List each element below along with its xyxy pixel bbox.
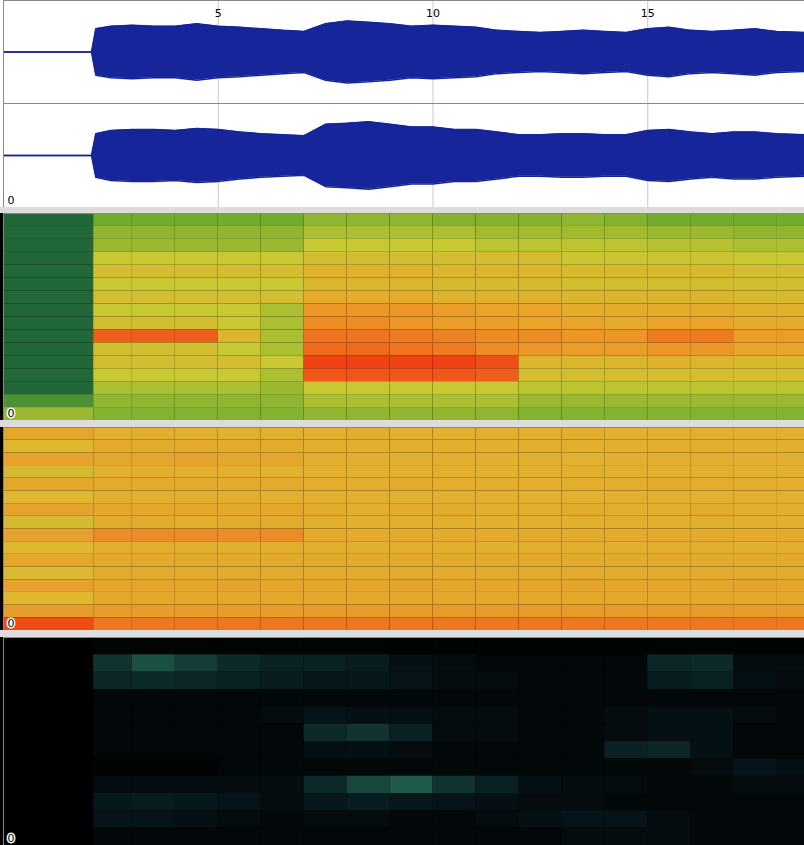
svg-text:10: 10 [426,7,440,20]
svg-text:0: 0 [8,407,15,420]
svg-text:0: 0 [8,194,15,207]
svg-text:0: 0 [8,832,15,845]
svg-text:5: 5 [215,7,222,20]
svg-text:15: 15 [641,7,655,20]
svg-text:0: 0 [8,617,15,630]
